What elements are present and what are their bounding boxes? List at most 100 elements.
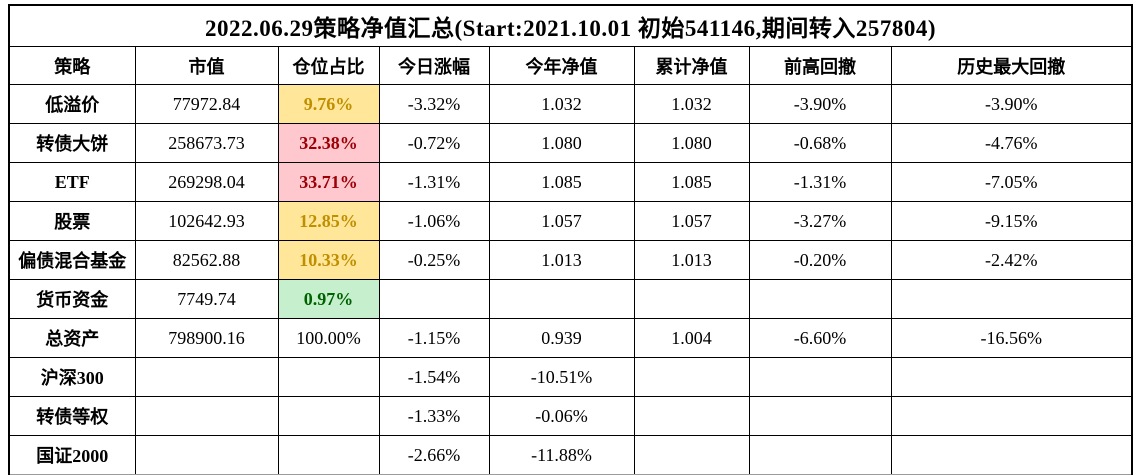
- title-row: 2022.06.29策略净值汇总(Start:2021.10.01 初始5411…: [8, 4, 1133, 47]
- cell-cumulative-nav: [633, 396, 750, 436]
- cell-cumulative-nav: [633, 279, 750, 319]
- table-row: 偏债混合基金 82562.88 10.33% -0.25% 1.013 1.01…: [8, 240, 1133, 280]
- cell-drawdown-from-high: -0.20%: [748, 240, 892, 280]
- cell-market-value: 258673.73: [134, 123, 279, 163]
- cell-position-pct: [277, 396, 380, 436]
- table-row: 低溢价 77972.84 9.76% -3.32% 1.032 1.032 -3…: [8, 84, 1133, 124]
- cell-drawdown-from-high: [748, 279, 892, 319]
- cell-strategy: 偏债混合基金: [8, 240, 136, 280]
- cell-market-value: 77972.84: [134, 84, 279, 124]
- cell-max-drawdown: -3.90%: [890, 84, 1133, 124]
- cell-strategy: 低溢价: [8, 84, 136, 124]
- cell-drawdown-from-high: -0.68%: [748, 123, 892, 163]
- cell-strategy: 国证2000: [8, 435, 136, 475]
- cell-cumulative-nav: 1.032: [633, 84, 750, 124]
- cell-max-drawdown: [890, 279, 1133, 319]
- cell-position-pct: 9.76%: [277, 84, 380, 124]
- col-header-position-pct: 仓位占比: [277, 46, 380, 85]
- cell-market-value: 269298.04: [134, 162, 279, 202]
- table-row: 股票 102642.93 12.85% -1.06% 1.057 1.057 -…: [8, 201, 1133, 241]
- table-title: 2022.06.29策略净值汇总(Start:2021.10.01 初始5411…: [8, 4, 1133, 47]
- cell-strategy: 总资产: [8, 318, 136, 358]
- cell-today-change: -2.66%: [378, 435, 490, 475]
- cell-today-change: -1.54%: [378, 357, 490, 397]
- cell-today-change: -1.15%: [378, 318, 490, 358]
- table-row: 总资产 798900.16 100.00% -1.15% 0.939 1.004…: [8, 318, 1133, 358]
- cell-ytd-nav: 1.013: [488, 240, 635, 280]
- table-row: 转债等权 -1.33% -0.06%: [8, 396, 1133, 436]
- cell-max-drawdown: [890, 435, 1133, 475]
- cell-position-pct: 33.71%: [277, 162, 380, 202]
- cell-position-pct: 10.33%: [277, 240, 380, 280]
- cell-strategy: 转债等权: [8, 396, 136, 436]
- table-row: 货币资金 7749.74 0.97%: [8, 279, 1133, 319]
- cell-position-pct: [277, 435, 380, 475]
- cell-market-value: 798900.16: [134, 318, 279, 358]
- cell-position-pct: 0.97%: [277, 279, 380, 319]
- cell-today-change: [378, 279, 490, 319]
- cell-max-drawdown: -2.42%: [890, 240, 1133, 280]
- cell-ytd-nav: 1.085: [488, 162, 635, 202]
- col-header-today-change: 今日涨幅: [378, 46, 490, 85]
- cell-today-change: -1.31%: [378, 162, 490, 202]
- cell-ytd-nav: -11.88%: [488, 435, 635, 475]
- cell-position-pct: 12.85%: [277, 201, 380, 241]
- cell-market-value: 82562.88: [134, 240, 279, 280]
- cell-ytd-nav: [488, 279, 635, 319]
- cell-today-change: -3.32%: [378, 84, 490, 124]
- cell-today-change: -0.25%: [378, 240, 490, 280]
- cell-market-value: [134, 396, 279, 436]
- cell-cumulative-nav: 1.057: [633, 201, 750, 241]
- cell-max-drawdown: [890, 396, 1133, 436]
- col-header-ytd-nav: 今年净值: [488, 46, 635, 85]
- cell-ytd-nav: -10.51%: [488, 357, 635, 397]
- cell-market-value: [134, 357, 279, 397]
- cell-drawdown-from-high: [748, 357, 892, 397]
- table-row: 转债大饼 258673.73 32.38% -0.72% 1.080 1.080…: [8, 123, 1133, 163]
- cell-max-drawdown: -9.15%: [890, 201, 1133, 241]
- cell-today-change: -0.72%: [378, 123, 490, 163]
- cell-max-drawdown: -4.76%: [890, 123, 1133, 163]
- cell-position-pct: 100.00%: [277, 318, 380, 358]
- cell-drawdown-from-high: -3.27%: [748, 201, 892, 241]
- cell-ytd-nav: -0.06%: [488, 396, 635, 436]
- cell-market-value: 102642.93: [134, 201, 279, 241]
- cell-max-drawdown: -16.56%: [890, 318, 1133, 358]
- cell-drawdown-from-high: -3.90%: [748, 84, 892, 124]
- cell-cumulative-nav: 1.013: [633, 240, 750, 280]
- col-header-strategy: 策略: [8, 46, 136, 85]
- table-row: ETF 269298.04 33.71% -1.31% 1.085 1.085 …: [8, 162, 1133, 202]
- cell-market-value: 7749.74: [134, 279, 279, 319]
- col-header-max-drawdown: 历史最大回撤: [890, 46, 1133, 85]
- cell-ytd-nav: 1.080: [488, 123, 635, 163]
- cell-ytd-nav: 0.939: [488, 318, 635, 358]
- cell-drawdown-from-high: [748, 435, 892, 475]
- cell-today-change: -1.33%: [378, 396, 490, 436]
- col-header-drawdown-from-high: 前高回撤: [748, 46, 892, 85]
- cell-strategy: 货币资金: [8, 279, 136, 319]
- cell-drawdown-from-high: [748, 396, 892, 436]
- header-row: 策略 市值 仓位占比 今日涨幅 今年净值 累计净值 前高回撤 历史最大回撤: [8, 46, 1133, 85]
- cell-ytd-nav: 1.057: [488, 201, 635, 241]
- cell-cumulative-nav: 1.085: [633, 162, 750, 202]
- col-header-market-value: 市值: [134, 46, 279, 85]
- table-row: 沪深300 -1.54% -10.51%: [8, 357, 1133, 397]
- cell-drawdown-from-high: -1.31%: [748, 162, 892, 202]
- cell-cumulative-nav: 1.004: [633, 318, 750, 358]
- cell-cumulative-nav: 1.080: [633, 123, 750, 163]
- cell-position-pct: 32.38%: [277, 123, 380, 163]
- strategy-nav-summary-table: 2022.06.29策略净值汇总(Start:2021.10.01 初始5411…: [8, 4, 1134, 475]
- cell-strategy: ETF: [8, 162, 136, 202]
- cell-cumulative-nav: [633, 435, 750, 475]
- cell-strategy: 转债大饼: [8, 123, 136, 163]
- col-header-cumulative-nav: 累计净值: [633, 46, 750, 85]
- table-row: 国证2000 -2.66% -11.88%: [8, 435, 1133, 475]
- cell-max-drawdown: [890, 357, 1133, 397]
- cell-cumulative-nav: [633, 357, 750, 397]
- cell-max-drawdown: -7.05%: [890, 162, 1133, 202]
- cell-today-change: -1.06%: [378, 201, 490, 241]
- cell-position-pct: [277, 357, 380, 397]
- cell-drawdown-from-high: -6.60%: [748, 318, 892, 358]
- cell-ytd-nav: 1.032: [488, 84, 635, 124]
- cell-market-value: [134, 435, 279, 475]
